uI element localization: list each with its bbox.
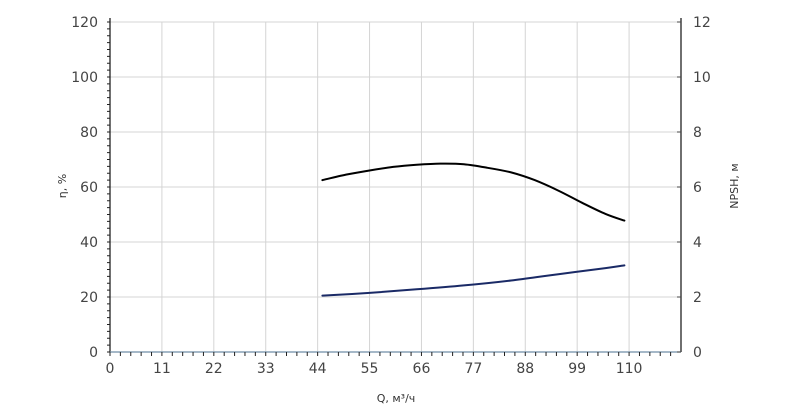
x-tick-label: 33 <box>257 361 275 377</box>
left-y-axis-ticks: 0 20 40 60 80 100 120 <box>71 15 110 361</box>
x-tick-label: 22 <box>205 361 223 377</box>
left-y-tick-label: 100 <box>71 70 98 86</box>
left-y-tick-label: 60 <box>80 180 98 196</box>
x-tick-label: 77 <box>464 361 482 377</box>
x-tick-label: 88 <box>516 361 534 377</box>
x-axis-title: Q, м³/ч <box>377 392 416 405</box>
right-y-axis-title: NPSH, м <box>728 163 741 208</box>
x-tick-label: 110 <box>616 361 643 377</box>
left-y-tick-label: 80 <box>80 125 98 141</box>
right-y-tick-label: 2 <box>693 290 702 306</box>
x-tick-label: 99 <box>568 361 586 377</box>
axes <box>109 18 682 353</box>
left-y-axis-title: η, % <box>56 174 69 198</box>
right-y-tick-label: 8 <box>693 125 702 141</box>
right-y-tick-label: 6 <box>693 180 702 196</box>
right-y-tick-label: 10 <box>693 70 711 86</box>
series-lines <box>321 162 626 297</box>
right-y-tick-label: 12 <box>693 15 711 31</box>
left-y-tick-label: 40 <box>80 235 98 251</box>
x-tick-label: 66 <box>413 361 431 377</box>
left-y-tick-label: 120 <box>71 15 98 31</box>
npsh-series-line <box>321 264 626 297</box>
right-y-tick-label: 0 <box>693 345 702 361</box>
efficiency-series-line <box>321 162 626 222</box>
x-tick-label: 11 <box>153 361 171 377</box>
grid-lines <box>110 21 681 352</box>
x-tick-label: 44 <box>309 361 327 377</box>
x-axis-ticks: 0 11 22 33 44 55 66 77 88 99 110 <box>106 352 672 377</box>
x-tick-label: 55 <box>361 361 379 377</box>
left-y-tick-label: 0 <box>89 345 98 361</box>
left-y-tick-label: 20 <box>80 290 98 306</box>
right-y-axis-ticks: 0 2 4 6 8 10 12 <box>677 15 711 361</box>
right-y-tick-label: 4 <box>693 235 702 251</box>
x-tick-label: 0 <box>106 361 115 377</box>
